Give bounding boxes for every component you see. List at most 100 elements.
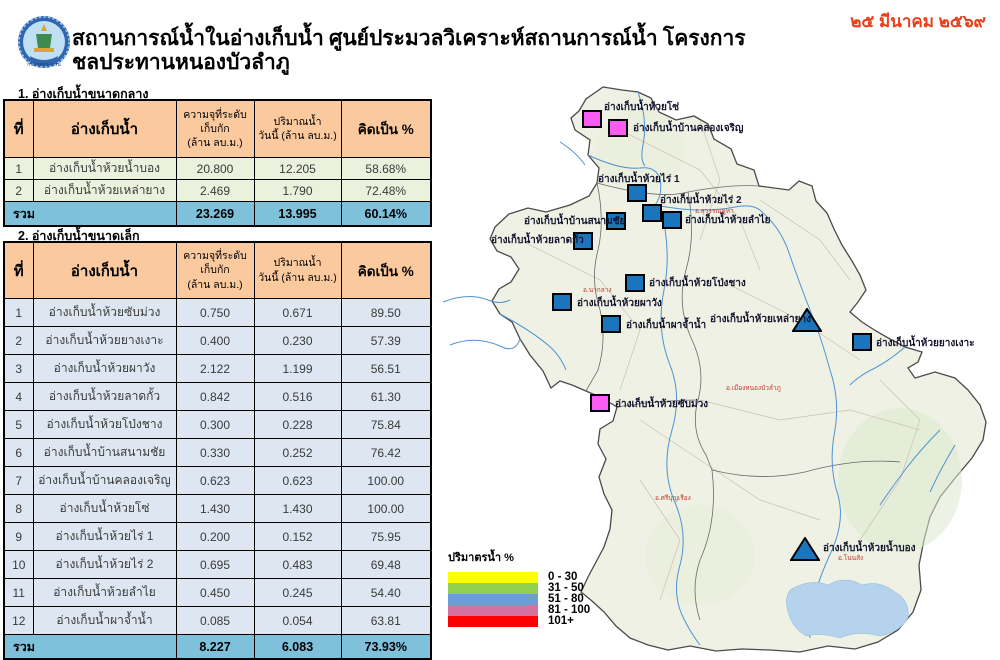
- cell-today: 1.790: [253, 179, 342, 202]
- col-today-volume: ปริมาณน้ำ วันนี้ (ล้าน ลบ.ม.): [253, 241, 342, 299]
- cell-no: 9: [3, 522, 34, 551]
- cell-capacity: 0.842: [175, 382, 255, 411]
- legend-label: 31 - 50: [548, 582, 584, 594]
- cell-percent: 56.51: [340, 354, 432, 383]
- legend-swatch: [448, 594, 538, 605]
- table-row: 1 อ่างเก็บน้ำห้วยซับม่วง 0.750 0.671 89.50: [3, 298, 432, 327]
- cell-name: อ่างเก็บน้ำห้วยซับม่วง: [32, 298, 177, 327]
- table-row: 9 อ่างเก็บน้ำห้วยไร่ 1 0.200 0.152 75.95: [3, 522, 432, 551]
- irrigation-department-logo-icon: กรมชลประทาน: [18, 16, 70, 68]
- legend-swatch: [448, 572, 538, 583]
- col-no: ที่: [3, 99, 34, 158]
- cell-no: 4: [3, 382, 34, 411]
- cell-name: อ่างเก็บน้ำบ้านคลองเจริญ: [32, 466, 177, 495]
- cell-today: 1.199: [253, 354, 342, 383]
- cell-capacity: 0.450: [175, 578, 255, 607]
- section-title-medium-reservoirs: 1. อ่างเก็บน้ำขนาดกลาง: [18, 87, 149, 101]
- col-capacity: ความจุที่ระดับ เก็บกัก (ล้าน ลบ.ม.): [175, 241, 255, 299]
- table-row: 3 อ่างเก็บน้ำห้วยผาวัง 2.122 1.199 56.51: [3, 354, 432, 383]
- cell-name: อ่างเก็บน้ำบ้านสนามชัย: [32, 438, 177, 467]
- cell-today: 0.054: [253, 606, 342, 635]
- legend-label: 81 - 100: [548, 604, 591, 616]
- cell-no: 8: [3, 494, 34, 523]
- legend-item: 51 - 80: [448, 593, 590, 605]
- col-percent: คิดเป็น %: [340, 99, 432, 158]
- cell-percent: 58.68%: [340, 157, 432, 180]
- cell-capacity: 20.800: [175, 157, 255, 180]
- cell-capacity: 0.330: [175, 438, 255, 467]
- cell-percent: 63.81: [340, 606, 432, 635]
- legend-swatch: [448, 583, 538, 594]
- medium-reservoirs-table: ที่ อ่างเก็บน้ำ ความจุที่ระดับ เก็บกัก (…: [3, 99, 432, 227]
- cell-no: 3: [3, 354, 34, 383]
- lake-area: [786, 579, 909, 639]
- col-reservoir: อ่างเก็บน้ำ: [32, 99, 177, 158]
- cell-today: 1.430: [253, 494, 342, 523]
- cell-name: อ่างเก็บน้ำห้วยน้ำบอง: [32, 157, 177, 180]
- legend-title: ปริมาตรน้ำ %: [448, 552, 514, 564]
- cell-name: อ่างเก็บน้ำห้วยผาวัง: [32, 354, 177, 383]
- map-legend: ปริมาตรน้ำ % 0 - 30 31 - 50 51 - 80 81 - 10…: [448, 548, 590, 627]
- total-capacity: 8.227: [175, 634, 255, 660]
- cell-capacity: 0.085: [175, 606, 255, 635]
- table-row: 11 อ่างเก็บน้ำห้วยลำไย 0.450 0.245 54.40: [3, 578, 432, 607]
- river-lines: [442, 91, 956, 646]
- legend-item: 81 - 100: [448, 604, 591, 616]
- cell-no: 6: [3, 438, 34, 467]
- legend-item: 101+: [448, 615, 590, 627]
- cell-capacity: 2.469: [175, 179, 255, 202]
- cell-no: 2: [3, 326, 34, 355]
- total-today: 13.995: [253, 201, 342, 227]
- cell-capacity: 0.750: [175, 298, 255, 327]
- table-row: 1 อ่างเก็บน้ำห้วยน้ำบอง 20.800 12.205 58.68%: [3, 157, 432, 180]
- cell-percent: 89.50: [340, 298, 432, 327]
- table-header-row: ที่ อ่างเก็บน้ำ ความจุที่ระดับ เก็บกัก (…: [3, 99, 432, 158]
- cell-percent: 100.00: [340, 466, 432, 495]
- cell-name: อ่างเก็บน้ำห้วยลาดกั้ว: [32, 382, 177, 411]
- col-percent: คิดเป็น %: [340, 241, 432, 299]
- cell-percent: 76.42: [340, 438, 432, 467]
- table-row: 10 อ่างเก็บน้ำห้วยไร่ 2 0.695 0.483 69.48: [3, 550, 432, 579]
- cell-name: อ่างเก็บน้ำห้วยเหล่ายาง: [32, 179, 177, 202]
- cell-name: อ่างเก็บน้ำห้วยยางเงาะ: [32, 326, 177, 355]
- total-capacity: 23.269: [175, 201, 255, 227]
- table-row: 7 อ่างเก็บน้ำบ้านคลองเจริญ 0.623 0.623 100.0…: [3, 466, 432, 495]
- cell-percent: 75.84: [340, 410, 432, 439]
- legend-item: 31 - 50: [448, 582, 590, 594]
- cell-name: อ่างเก็บน้ำห้วยโป่งชาง: [32, 410, 177, 439]
- cell-today: 0.516: [253, 382, 342, 411]
- cell-capacity: 0.400: [175, 326, 255, 355]
- section-title-small-reservoirs: 2. อ่างเก็บน้ำขนาดเล็ก: [18, 229, 140, 243]
- total-percent: 73.93%: [340, 634, 432, 660]
- cell-today: 0.228: [253, 410, 342, 439]
- cell-percent: 54.40: [340, 578, 432, 607]
- cell-no: 2: [3, 179, 34, 202]
- table-row: 6 อ่างเก็บน้ำบ้านสนามชัย 0.330 0.252 76.42: [3, 438, 432, 467]
- legend-item: 0 - 30: [448, 571, 590, 583]
- table-row: 5 อ่างเก็บน้ำห้วยโป่งชาง 0.300 0.228 75.84: [3, 410, 432, 439]
- total-label: รวม: [3, 634, 177, 660]
- district-label: อ.นากลาง: [583, 287, 612, 294]
- col-capacity: ความจุที่ระดับ เก็บกัก (ล้าน ลบ.ม.): [175, 99, 255, 158]
- table-header-row: ที่ อ่างเก็บน้ำ ความจุที่ระดับ เก็บกัก (…: [3, 241, 432, 299]
- page-title: สถานการณ์น้ำในอ่างเก็บน้ำ ศูนย์ประมวลวิเ…: [72, 26, 746, 75]
- cell-percent: 61.30: [340, 382, 432, 411]
- table-row: 2 อ่างเก็บน้ำห้วยยางเงาะ 0.400 0.230 57.39: [3, 326, 432, 355]
- col-reservoir: อ่างเก็บน้ำ: [32, 241, 177, 299]
- cell-no: 12: [3, 606, 34, 635]
- cell-today: 12.205: [253, 157, 342, 180]
- legend-label: 0 - 30: [548, 571, 578, 583]
- cell-today: 0.252: [253, 438, 342, 467]
- cell-percent: 75.95: [340, 522, 432, 551]
- legend-items: 0 - 30 31 - 50 51 - 80 81 - 100 101+: [448, 571, 591, 627]
- district-label: อ.เมืองหนองบัวลำภู: [726, 384, 781, 392]
- cell-name: อ่างเก็บน้ำห้วยโซ่: [32, 494, 177, 523]
- total-today: 6.083: [253, 634, 342, 660]
- cell-today: 0.483: [253, 550, 342, 579]
- cell-no: 11: [3, 578, 34, 607]
- col-no: ที่: [3, 241, 34, 299]
- district-label: อ.ศรีบุญเรือง: [655, 494, 691, 502]
- cell-no: 10: [3, 550, 34, 579]
- cell-no: 7: [3, 466, 34, 495]
